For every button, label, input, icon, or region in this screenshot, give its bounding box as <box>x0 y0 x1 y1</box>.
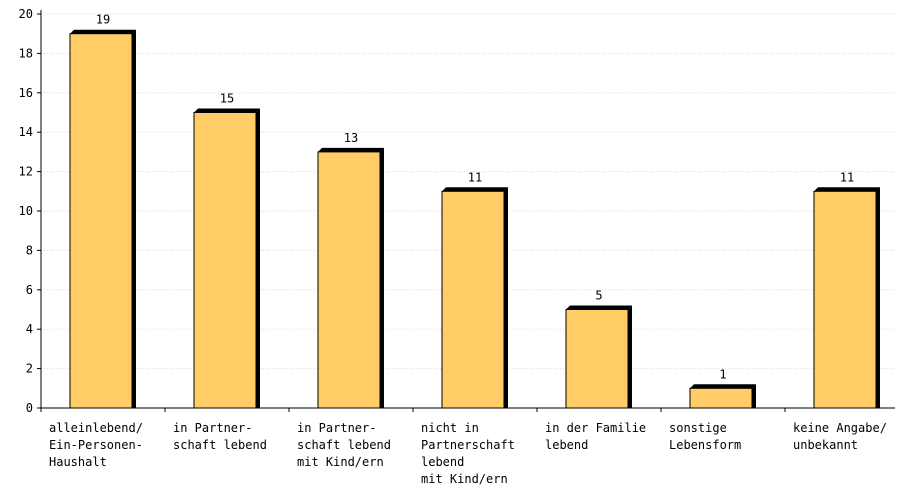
y-tick-label: 10 <box>19 204 33 218</box>
bar-face <box>689 387 753 409</box>
x-category-label-line: Partnerschaft <box>421 438 515 452</box>
x-category-label-line: lebend <box>421 455 464 469</box>
bar-top <box>566 305 632 310</box>
bar-top <box>194 108 260 113</box>
bar <box>69 29 136 409</box>
bar <box>689 384 756 409</box>
bar-face <box>813 190 877 409</box>
bar-side <box>380 147 384 408</box>
y-tick-label: 16 <box>19 86 33 100</box>
x-category-label-line: unbekannt <box>793 438 858 452</box>
y-tick-label: 18 <box>19 46 33 60</box>
x-category-label-line: alleinlebend/ <box>49 421 143 435</box>
x-category-label: nicht in Partnerschaft lebend mit Kind/ern <box>421 421 515 486</box>
bar-side <box>504 187 508 408</box>
y-tick-label: 2 <box>26 362 33 376</box>
bar-top <box>442 187 508 192</box>
bar-side <box>876 187 880 408</box>
x-category-label-line: nicht in <box>421 421 479 435</box>
bar-side <box>132 29 136 408</box>
bar-top <box>70 29 136 34</box>
bar-top <box>814 187 880 192</box>
bar-value-label: 11 <box>468 170 482 184</box>
x-category-label: keine Angabe/unbekannt <box>793 421 887 452</box>
bar-value-label: 19 <box>96 13 110 27</box>
y-tick-label: 0 <box>26 401 33 415</box>
bar-top <box>318 147 384 152</box>
x-category-label: sonstige Lebensform <box>669 421 741 452</box>
bar-value-label: 1 <box>719 367 726 381</box>
x-category-label: in Partner-schaft lebend <box>173 421 267 452</box>
bar <box>813 187 880 409</box>
x-axis-labels: alleinlebend/Ein-Personen- Haushalt in Par… <box>49 421 887 486</box>
y-tick-label: 8 <box>26 243 33 257</box>
bar-value-label: 15 <box>220 92 234 106</box>
bar-top <box>690 384 756 389</box>
bar-face <box>193 112 257 409</box>
bar <box>565 305 632 409</box>
bar-value-label: 5 <box>595 289 602 303</box>
bar <box>441 187 508 409</box>
x-category-label-line: lebend <box>545 438 588 452</box>
x-category-label: in der Familie lebend <box>545 421 646 452</box>
y-tick-label: 12 <box>19 165 33 179</box>
x-category-label-line: Ein-Personen- <box>49 438 143 452</box>
x-category-label-line: keine Angabe/ <box>793 421 887 435</box>
bar-value-label: 13 <box>344 131 358 145</box>
bar-face <box>69 33 133 409</box>
x-category-label: alleinlebend/Ein-Personen- Haushalt <box>49 421 143 469</box>
bar-side <box>628 305 632 408</box>
x-category-label-line: in Partner- <box>297 421 376 435</box>
x-category-label-line: schaft lebend <box>297 438 391 452</box>
bar <box>317 147 384 409</box>
y-axis: 0 2 4 6 8 10 12 14 16 18 20 <box>19 7 895 415</box>
bar-value-label: 11 <box>840 170 854 184</box>
x-category-label-line: mit Kind/ern <box>297 455 384 469</box>
y-tick-label: 6 <box>26 283 33 297</box>
x-category-label-line: in Partner- <box>173 421 252 435</box>
x-category-label-line: Lebensform <box>669 438 741 452</box>
x-category-label-line: schaft lebend <box>173 438 267 452</box>
y-tick-label: 14 <box>19 125 33 139</box>
x-category-label-line: in der Familie <box>545 421 646 435</box>
x-category-label: in Partner-schaft lebend mit Kind/ern <box>297 421 391 469</box>
bar-face <box>317 151 381 409</box>
grid-lines <box>41 13 895 370</box>
y-tick-label: 4 <box>26 322 33 336</box>
bar <box>193 108 260 409</box>
bar-side <box>752 384 756 408</box>
bar-face <box>441 190 505 409</box>
bar-face <box>565 309 629 409</box>
x-category-label-line: sonstige <box>669 421 727 435</box>
x-category-label-line: mit Kind/ern <box>421 472 508 486</box>
x-category-label-line: Haushalt <box>49 455 107 469</box>
y-tick-label: 20 <box>19 7 33 21</box>
bar-side <box>256 108 260 408</box>
